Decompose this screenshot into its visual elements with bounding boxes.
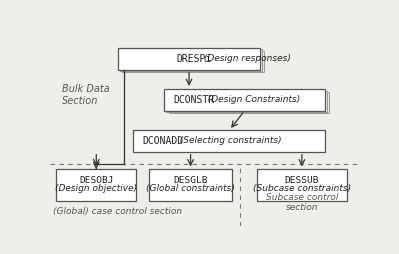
Text: DCONSTR: DCONSTR xyxy=(174,95,215,105)
Text: (Selecting constraints): (Selecting constraints) xyxy=(174,136,281,146)
Bar xyxy=(120,50,262,71)
Bar xyxy=(164,89,325,111)
Text: (Design objective): (Design objective) xyxy=(55,184,137,193)
Text: DESOBJ: DESOBJ xyxy=(79,176,113,185)
Text: DESSUB: DESSUB xyxy=(284,176,319,185)
Text: (Design responses): (Design responses) xyxy=(201,54,290,63)
Bar xyxy=(133,130,325,152)
Text: DRESPi: DRESPi xyxy=(177,54,212,64)
Text: (Design Constraints): (Design Constraints) xyxy=(202,96,300,104)
Bar xyxy=(166,90,327,112)
Bar xyxy=(122,51,265,72)
Bar xyxy=(169,92,330,113)
Bar xyxy=(56,169,136,201)
Bar xyxy=(118,48,260,70)
Bar xyxy=(257,169,347,201)
Text: (Subcase constraints): (Subcase constraints) xyxy=(253,184,351,193)
Bar xyxy=(149,169,232,201)
Text: DESGLB: DESGLB xyxy=(173,176,208,185)
Text: Bulk Data
Section: Bulk Data Section xyxy=(62,84,110,106)
Text: (Global constraints): (Global constraints) xyxy=(146,184,235,193)
Text: Subcase control
section: Subcase control section xyxy=(266,193,338,212)
Text: DCONADD: DCONADD xyxy=(143,136,184,146)
Text: (Global) case control section: (Global) case control section xyxy=(53,207,182,216)
